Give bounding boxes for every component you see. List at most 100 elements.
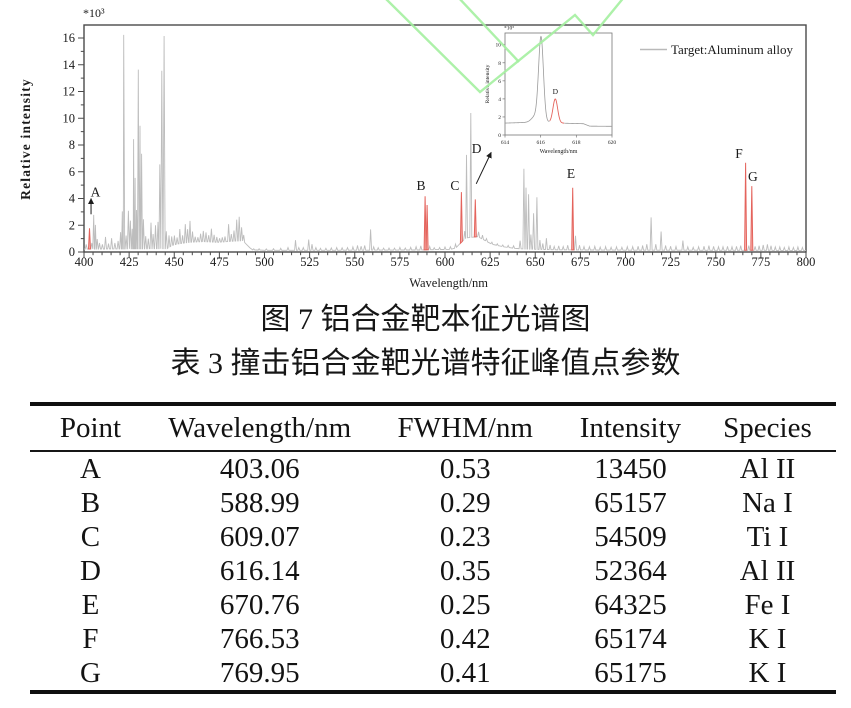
highlight-peak [87, 228, 92, 250]
inset-scale-note: *10³ [504, 26, 514, 32]
table-cell: 54509 [594, 521, 667, 553]
column-header-intensity: Intensity [561, 404, 699, 452]
table-cell: 0.29 [439, 487, 491, 519]
table-row: B 588.99 0.29 65157 Na I [30, 486, 836, 520]
table-cell: 0.35 [439, 555, 491, 587]
inset-x-tick-label: 620 [608, 140, 617, 146]
table-cell: 0.41 [439, 657, 491, 689]
table-cell: 588.99 [219, 487, 300, 519]
table-cell: B [80, 487, 101, 519]
table-cell: E [81, 589, 100, 621]
y-axis-ticks [78, 37, 84, 253]
highlight-peak [473, 199, 477, 238]
y-tick-label: 0 [69, 245, 75, 259]
table-cell: 65157 [594, 487, 667, 519]
peak-parameter-table: Point Wavelength/nm FWHM/nm Intensity Specie… [30, 402, 836, 694]
peak-label-b: B [416, 178, 425, 193]
spectrum-path [84, 34, 806, 251]
y-tick-label: 4 [69, 192, 76, 206]
table-cell: 609.07 [219, 521, 300, 553]
inset-curve-gray [505, 35, 550, 124]
y-tick-label: 8 [69, 138, 75, 152]
highlight-peak [425, 204, 429, 251]
inset-peak-label-d: D [553, 87, 559, 96]
column-header-species: Species [698, 404, 836, 452]
table-cell: 766.53 [219, 623, 300, 655]
table-cell: 0.23 [439, 521, 491, 553]
legend: Target:Aluminum alloy [640, 42, 793, 57]
highlight-peak [459, 192, 463, 245]
table-cell: 52364 [594, 555, 667, 587]
table-cell: 0.25 [439, 589, 491, 621]
peak-table-body: A 403.06 0.53 13450 Al II B 588.99 0.29 65157 Na … [30, 451, 836, 692]
table-cell: A [79, 453, 101, 485]
peak-label-e: E [567, 166, 575, 181]
table-cell: D [79, 555, 101, 587]
column-header-fwhm-nm: FWHM/nm [368, 404, 562, 452]
table-row: C 609.07 0.23 54509 Ti I [30, 520, 836, 554]
highlight-peaks [87, 162, 754, 251]
inset-y-tick-label: 4 [498, 97, 501, 103]
peak-label-g: G [748, 169, 758, 184]
inset-x-tick-label: 616 [537, 140, 546, 146]
table-row: G 769.95 0.41 65175 K I [30, 656, 836, 692]
y-tick-label: 16 [63, 31, 76, 45]
table-cell: 65175 [594, 657, 667, 689]
peak-label-f: F [735, 146, 743, 161]
table-cell: Fe I [744, 589, 791, 621]
x-tick-label: 400 [75, 255, 94, 269]
x-tick-label: 775 [752, 255, 771, 269]
inset-frame [504, 32, 613, 136]
inset-y-tick-label: 6 [498, 79, 501, 85]
y-tick-label: 6 [69, 165, 75, 179]
x-axis-tick-labels: 400 425 450 475 500 525 550 575 600 625 650 675 700 7… [75, 255, 816, 269]
y-scale-note: *10³ [83, 6, 105, 20]
column-header-wavelength-nm: Wavelength/nm [150, 404, 369, 452]
table-cell: Ti I [746, 521, 789, 553]
green-beam-line [385, 0, 624, 94]
x-tick-label: 425 [120, 255, 139, 269]
inset-y-tick-label: 8 [498, 61, 501, 67]
figure-caption: 图 7 铝合金靶本征光谱图 [260, 303, 591, 336]
y-axis-tick-labels: 0 2 4 6 8 10 12 14 16 [63, 31, 76, 259]
table-cell: 13450 [594, 453, 667, 485]
legend-label: Target:Aluminum alloy [671, 42, 793, 57]
inset-y-tick-label: 0 [498, 133, 501, 139]
table-row: A 403.06 0.53 13450 Al II [30, 451, 836, 486]
x-tick-label: 675 [571, 255, 590, 269]
y-axis-label: Relative intensity [18, 78, 33, 200]
x-tick-label: 700 [616, 255, 635, 269]
x-tick-label: 475 [210, 255, 229, 269]
table-caption: 表 3 撞击铝合金靶光谱特征峰值点参数 [170, 347, 681, 380]
y-tick-label: 2 [69, 218, 75, 232]
column-header-point: Point [30, 404, 151, 452]
inset-curve-gray-tail [564, 122, 612, 127]
table-cell: G [79, 657, 101, 689]
highlight-peak [744, 162, 748, 251]
x-tick-label: 725 [661, 255, 680, 269]
table-row: D 616.14 0.35 52364 Al II [30, 554, 836, 588]
x-tick-label: 550 [345, 255, 364, 269]
peak-label-c: C [450, 178, 459, 193]
y-tick-label: 14 [63, 58, 76, 72]
inset-x-tick-label: 614 [501, 140, 510, 146]
x-tick-label: 600 [436, 255, 455, 269]
inset-y-tick-label: 10 [496, 43, 502, 49]
table-cell: Na I [742, 487, 793, 519]
table-row: E 670.76 0.25 64325 Fe I [30, 588, 836, 622]
spectrum-chart-svg: 400 425 450 475 500 525 550 575 600 625 650 675 700 7… [18, 0, 816, 290]
y-tick-label: 10 [63, 111, 76, 125]
peak-label-a: A [91, 184, 101, 199]
table-header-row: Point Wavelength/nm FWHM/nm Intensity Specie… [30, 404, 836, 452]
table-cell: Al II [739, 453, 796, 485]
peak-arrow-d [475, 151, 492, 185]
inset-y-tick-label: 2 [498, 115, 501, 121]
table-row: F 766.53 0.42 65174 K I [30, 622, 836, 656]
table-cell: 64325 [594, 589, 667, 621]
table-cell: 616.14 [219, 555, 300, 587]
x-tick-label: 800 [797, 255, 816, 269]
peak-table: Point Wavelength/nm FWHM/nm Intensity Specie… [30, 402, 836, 694]
x-tick-label: 650 [526, 255, 545, 269]
x-axis-ticks [83, 252, 807, 258]
